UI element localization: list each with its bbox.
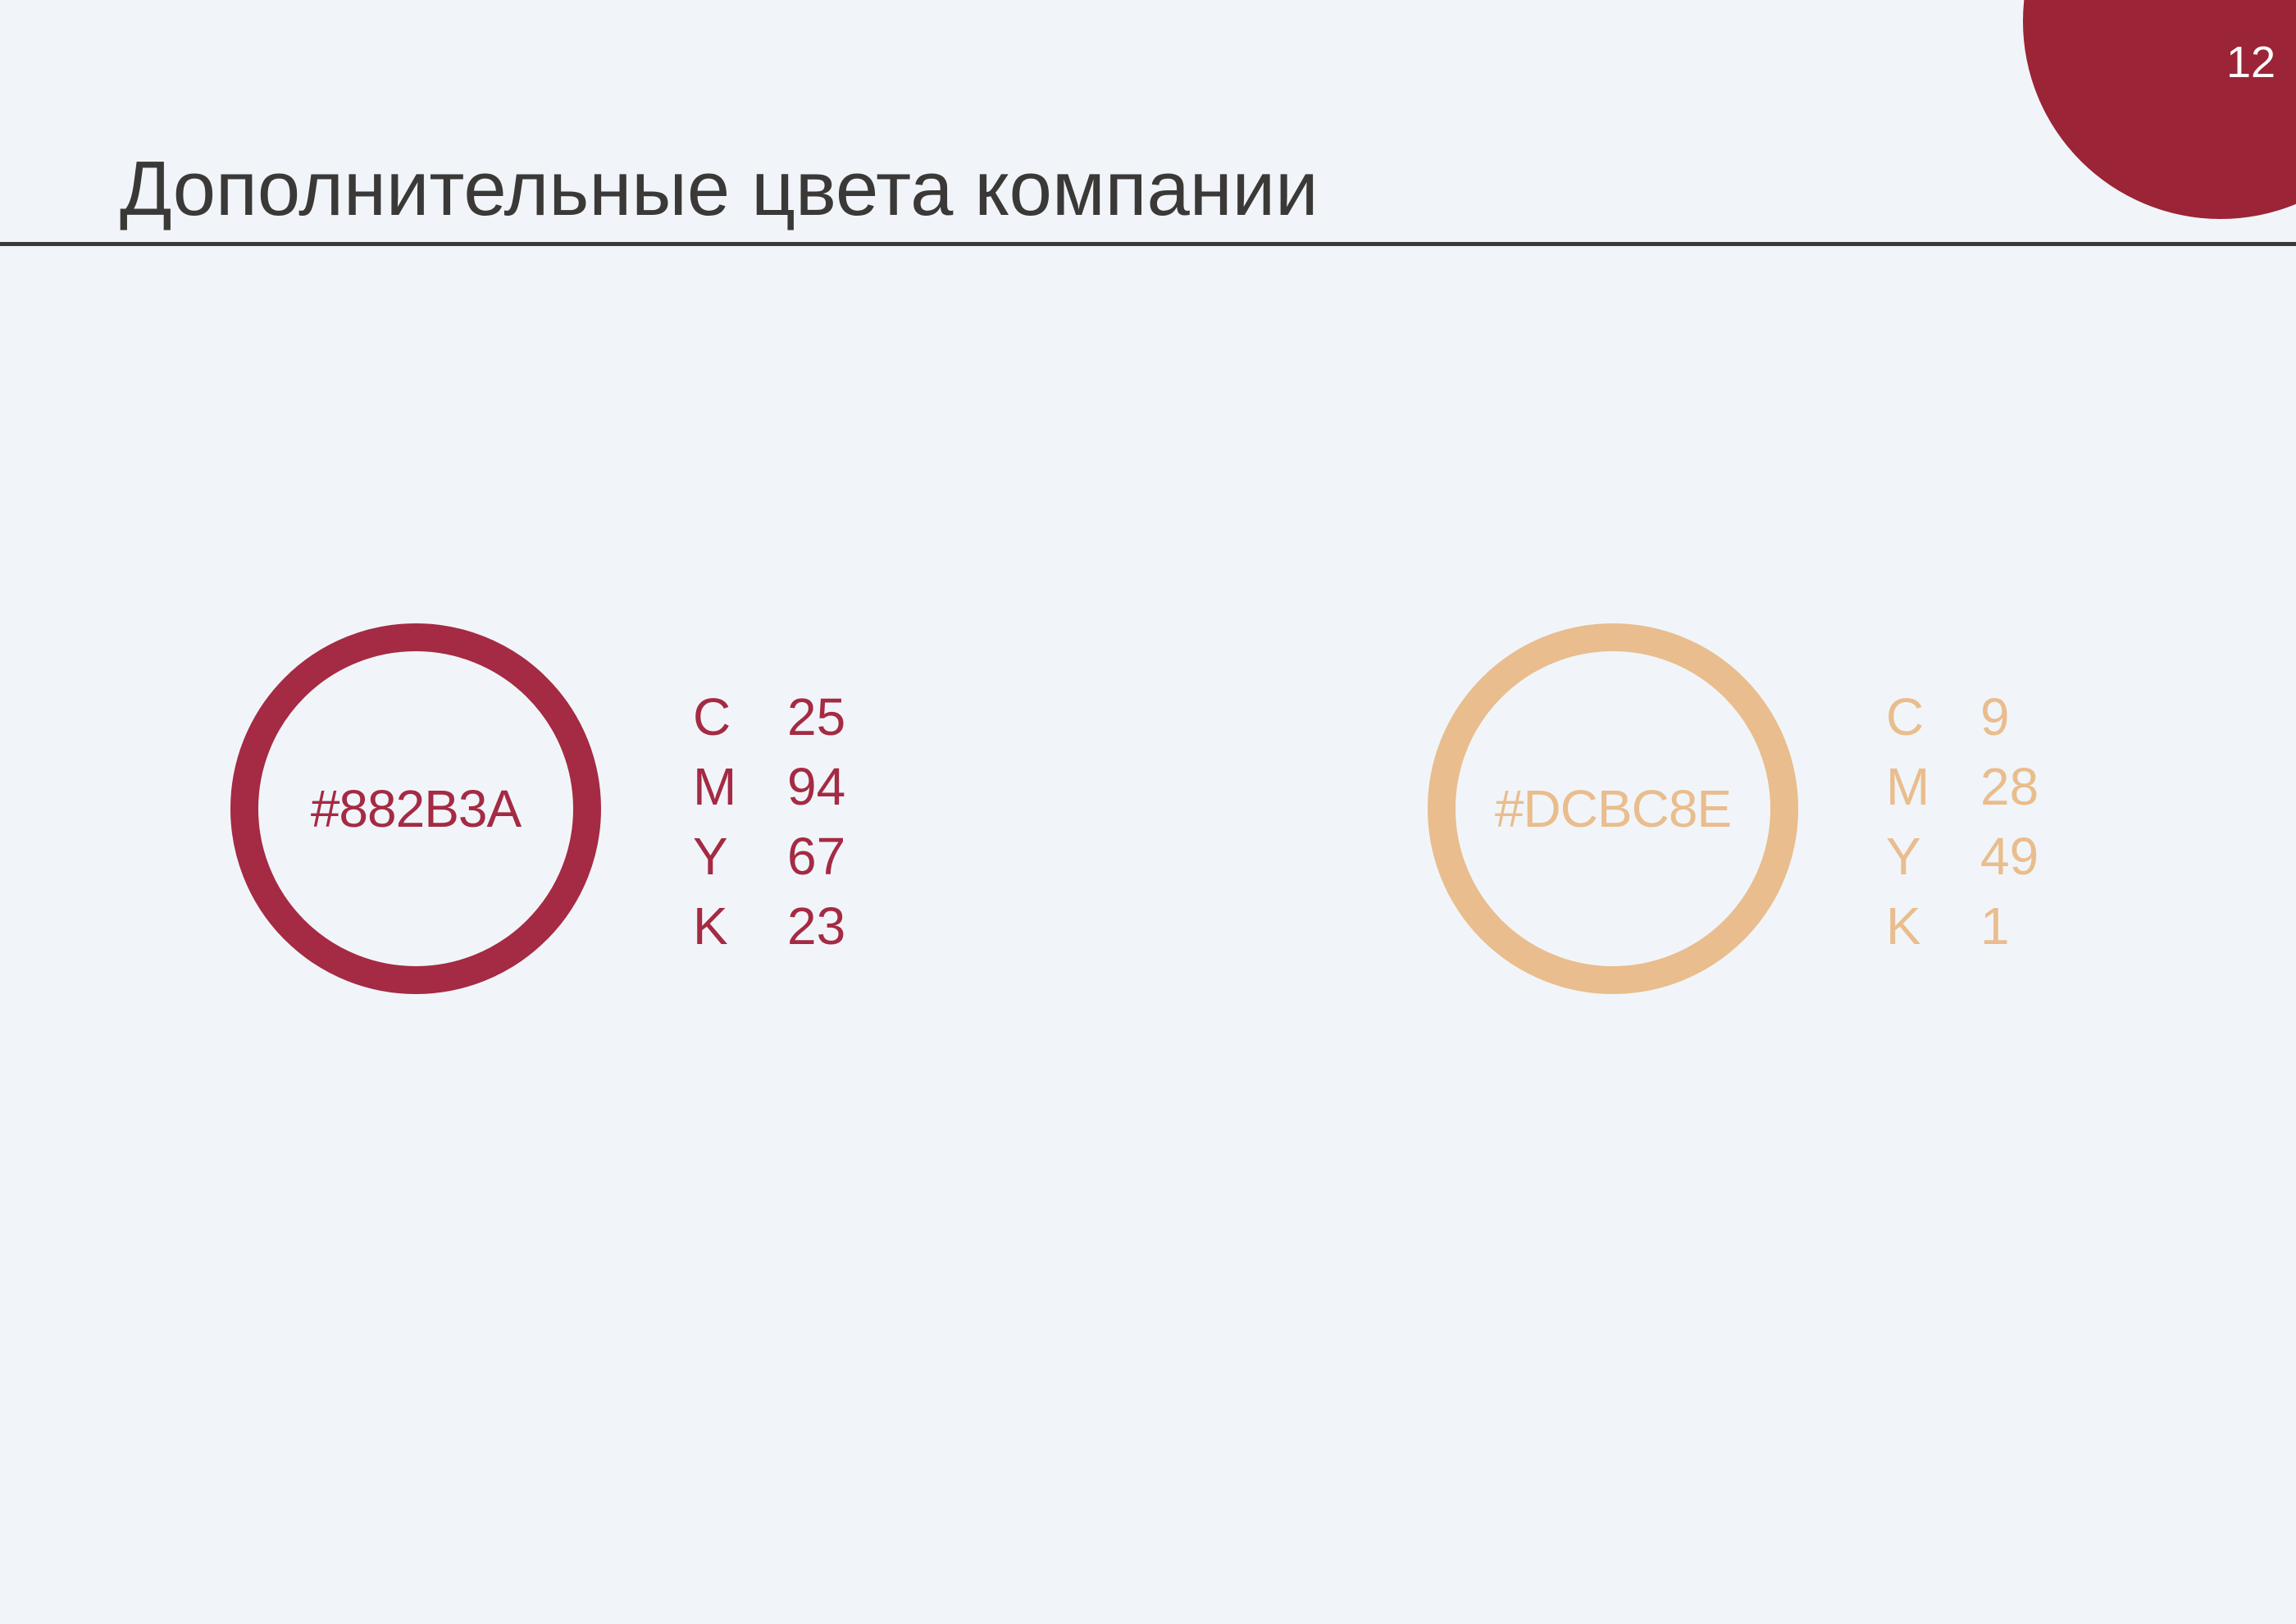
cmyk-row-k: K 1 bbox=[1886, 892, 2039, 961]
hex-value-red: #882B3A bbox=[310, 779, 522, 838]
cmyk-row-m: M 28 bbox=[1886, 752, 2039, 822]
cmyk-channel-value: 9 bbox=[1980, 687, 2010, 746]
cmyk-channel-label: K bbox=[1886, 896, 1921, 956]
cmyk-channel-value: 23 bbox=[787, 896, 846, 956]
cmyk-table-tan: C 9 M 28 Y 49 K 1 bbox=[1886, 682, 2039, 961]
cmyk-channel-value: 67 bbox=[787, 827, 846, 886]
cmyk-table-red: C 25 M 94 Y 67 K 23 bbox=[693, 682, 845, 961]
cmyk-row-y: Y 49 bbox=[1886, 822, 2039, 892]
color-ring-tan: #DCBC8E bbox=[1428, 623, 1798, 994]
cmyk-channel-value: 49 bbox=[1980, 827, 2039, 886]
cmyk-channel-value: 1 bbox=[1980, 896, 2010, 956]
cmyk-channel-value: 25 bbox=[787, 687, 846, 746]
cmyk-row-m: M 94 bbox=[693, 752, 845, 822]
cmyk-channel-label: Y bbox=[1886, 827, 1921, 886]
corner-decoration-circle bbox=[2023, 0, 2296, 219]
cmyk-channel-label: K bbox=[693, 896, 728, 956]
color-ring-red: #882B3A bbox=[230, 623, 601, 994]
page-number: 12 bbox=[2225, 38, 2276, 87]
cmyk-row-c: C 9 bbox=[1886, 682, 2039, 752]
cmyk-channel-label: C bbox=[1886, 687, 1925, 746]
cmyk-row-y: Y 67 bbox=[693, 822, 845, 892]
cmyk-channel-label: M bbox=[1886, 757, 1930, 816]
cmyk-row-k: K 23 bbox=[693, 892, 845, 961]
cmyk-row-c: C 25 bbox=[693, 682, 845, 752]
title-divider-line bbox=[0, 242, 2296, 246]
page-title: Дополнительные цвета компании bbox=[120, 145, 1319, 231]
cmyk-channel-label: C bbox=[693, 687, 731, 746]
cmyk-channel-label: Y bbox=[693, 827, 728, 886]
cmyk-channel-value: 28 bbox=[1980, 757, 2039, 816]
cmyk-channel-label: M bbox=[693, 757, 737, 816]
cmyk-channel-value: 94 bbox=[787, 757, 846, 816]
hex-value-tan: #DCBC8E bbox=[1494, 779, 1732, 838]
